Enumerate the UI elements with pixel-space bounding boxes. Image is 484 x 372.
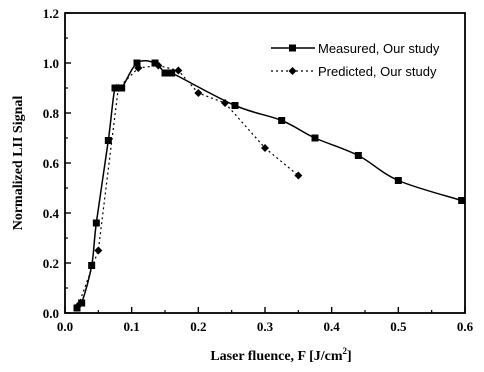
series-line-measured bbox=[76, 59, 462, 309]
x-tick-label: 0.0 bbox=[57, 319, 73, 334]
predicted-point bbox=[94, 246, 103, 255]
predicted-point bbox=[174, 66, 183, 75]
y-tick-label: 0.0 bbox=[43, 306, 59, 321]
measured-point bbox=[133, 59, 141, 67]
legend: Measured, Our study Predicted, Our study bbox=[271, 41, 440, 79]
measured-point bbox=[311, 134, 319, 142]
axis-ticks bbox=[64, 12, 466, 314]
x-axis-title-end: ] bbox=[347, 349, 352, 364]
series-markers bbox=[73, 59, 466, 312]
predicted-point bbox=[74, 301, 83, 310]
y-tick-label: 0.8 bbox=[43, 106, 60, 121]
series-lines bbox=[76, 59, 462, 309]
legend-label-predicted: Predicted, Our study bbox=[318, 64, 437, 79]
predicted-point bbox=[134, 64, 143, 72]
x-axis-title-main: Laser fluence, F [J/cm bbox=[210, 349, 343, 364]
x-tick-label: 0.6 bbox=[457, 319, 474, 334]
legend-label-measured: Measured, Our study bbox=[318, 41, 440, 56]
x-tick-label: 0.3 bbox=[257, 319, 274, 334]
series-line-predicted bbox=[77, 64, 299, 306]
predicted-point bbox=[114, 84, 123, 92]
x-axis-title: Laser fluence, F [J/cm2] bbox=[210, 346, 351, 364]
measured-point bbox=[151, 59, 159, 67]
measured-point bbox=[458, 197, 466, 204]
measured-point bbox=[104, 137, 112, 144]
predicted-point bbox=[294, 171, 303, 180]
y-tick-label: 0.6 bbox=[43, 156, 60, 171]
predicted-point bbox=[261, 144, 269, 152]
predicted-point bbox=[194, 89, 203, 97]
x-axis-title-superscript: 2 bbox=[343, 346, 348, 356]
predicted-point bbox=[154, 61, 163, 70]
x-tick-label: 0.5 bbox=[390, 319, 407, 334]
y-tick-label: 0.2 bbox=[43, 256, 59, 271]
x-tick-label: 0.2 bbox=[190, 319, 206, 334]
measured-point bbox=[78, 299, 86, 307]
measured-point bbox=[92, 219, 100, 227]
y-tick-label: 1.0 bbox=[43, 56, 59, 71]
measured-point bbox=[231, 102, 239, 109]
x-tick-label: 0.4 bbox=[324, 319, 341, 334]
measured-point bbox=[354, 152, 362, 159]
measured-point bbox=[168, 69, 176, 77]
x-tick-label: 0.1 bbox=[124, 319, 140, 334]
legend-marker-measured bbox=[289, 44, 296, 52]
measured-point bbox=[278, 117, 286, 124]
legend-marker-predicted bbox=[288, 67, 297, 75]
measured-point bbox=[161, 69, 169, 77]
y-tick-label: 1.2 bbox=[43, 6, 59, 21]
measured-point bbox=[88, 262, 96, 269]
plot-frame bbox=[64, 12, 466, 314]
y-axis-title: Normalized LII Signal bbox=[11, 96, 26, 231]
y-tick-label: 0.4 bbox=[43, 206, 60, 221]
measured-point bbox=[394, 177, 402, 184]
predicted-point bbox=[221, 99, 229, 107]
tick-labels: 0.0 0.1 0.2 0.3 0.4 0.5 0.6 0.0 0.2 0.4 0.6 0.8 1.0 1… bbox=[43, 6, 474, 334]
